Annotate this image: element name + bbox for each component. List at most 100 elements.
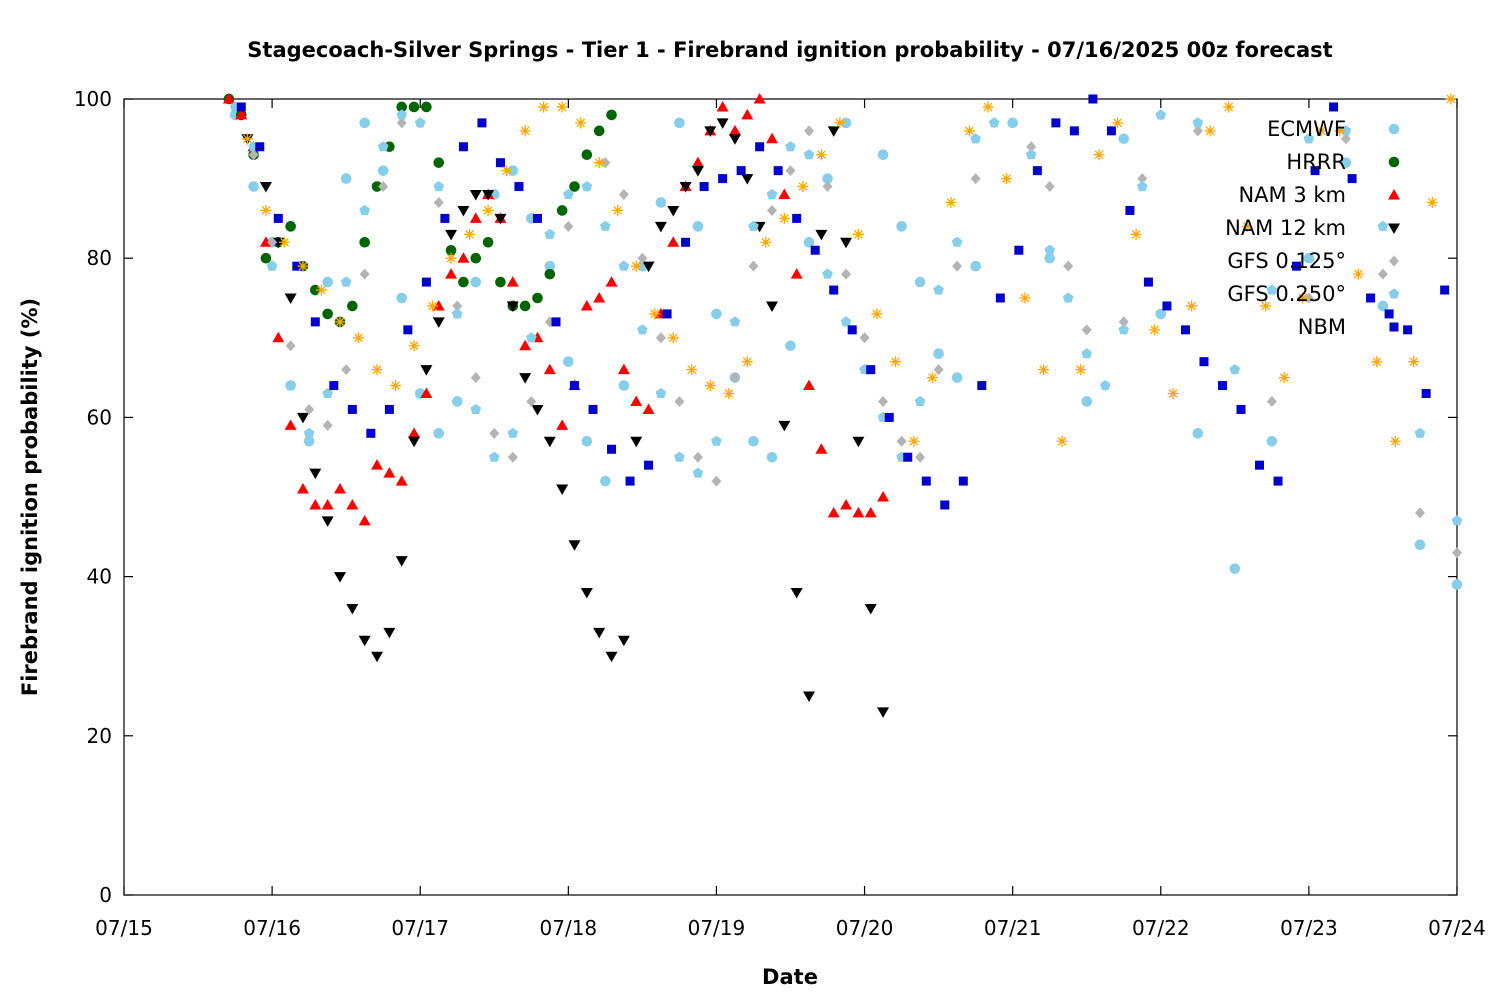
legend-marker [1389,322,1399,332]
data-point [464,228,476,240]
data-point [681,237,691,247]
data-point [396,109,408,120]
data-point [1303,252,1315,264]
data-point [333,483,346,494]
data-point [296,412,309,424]
data-point [1143,277,1153,287]
data-point [945,196,957,208]
data-point [396,101,408,113]
data-point [359,236,370,248]
data-point [440,213,450,223]
data-point [519,125,531,137]
legend-label: GFS 0.250° [1227,282,1346,306]
y-axis: 0 20 40 60 80 100 [74,87,1457,907]
data-point [915,451,926,463]
data-point [333,572,346,583]
data-point [1241,220,1253,232]
data-point [377,165,389,176]
data-point [1451,515,1463,526]
data-point [371,181,383,192]
data-point [580,588,593,599]
series-hrrr [223,93,617,328]
data-point [933,348,944,360]
data-point [383,467,396,478]
data-point [433,196,444,208]
data-point [840,498,853,510]
data-point [470,276,482,288]
data-point [908,435,920,447]
data-point [457,205,470,217]
data-point [421,277,431,287]
data-point [273,213,283,223]
data-point [408,340,420,352]
data-point [514,182,524,192]
data-point [581,180,593,192]
data-point [1062,292,1074,303]
data-point [970,133,981,144]
y-tick-label: 20 [87,724,112,748]
data-point [785,141,796,152]
x-tick-label: 07/18 [540,916,598,940]
data-point [236,102,246,112]
data-point [1081,324,1092,336]
series-gfs-0-125 [230,101,1462,559]
data-point [840,237,853,249]
data-point [543,363,556,375]
data-point [433,157,445,168]
data-point [470,372,481,384]
data-point [296,483,309,494]
data-point [322,387,333,399]
data-point [1118,133,1130,145]
data-point [1199,357,1209,367]
data-point [322,308,333,320]
data-point [1081,396,1093,407]
data-point [563,188,574,200]
data-point [692,451,703,463]
data-point [765,301,778,312]
data-point [506,301,519,312]
data-point [1303,133,1315,144]
data-point [878,395,889,407]
data-point [822,173,833,184]
data-point [457,252,470,263]
data-point [340,276,352,287]
data-point [625,476,635,486]
data-point [790,588,803,599]
data-point [470,403,482,414]
data-point [1088,94,1098,104]
x-tick-label: 07/21 [984,916,1042,940]
data-point [421,101,432,113]
data-point [1377,300,1389,312]
data-point [1125,205,1135,215]
data-point [371,364,383,376]
data-point [451,396,463,407]
legend-label: HRRR [1286,150,1346,174]
data-point [445,244,457,256]
data-point [285,340,296,352]
data-point [310,317,320,327]
data-point [803,691,816,702]
data-point [933,364,944,376]
data-point [570,381,580,391]
data-point [304,403,315,415]
data-point [451,308,463,319]
data-point [222,93,235,104]
data-point [785,165,796,177]
data-point [637,252,648,264]
data-point [1266,395,1277,407]
data-point [649,308,661,320]
data-point [877,707,890,718]
data-point [267,236,278,248]
data-point [285,379,296,391]
data-point [556,101,568,113]
data-point [303,427,315,438]
data-point [1136,180,1148,192]
data-point [1414,539,1426,551]
data-point [272,331,285,343]
data-point [1352,268,1364,280]
data-point [1118,324,1130,335]
chart-title: Stagecoach-Silver Springs - Tier 1 - Fir… [247,38,1332,62]
data-point [1001,173,1012,185]
data-point [822,268,833,279]
